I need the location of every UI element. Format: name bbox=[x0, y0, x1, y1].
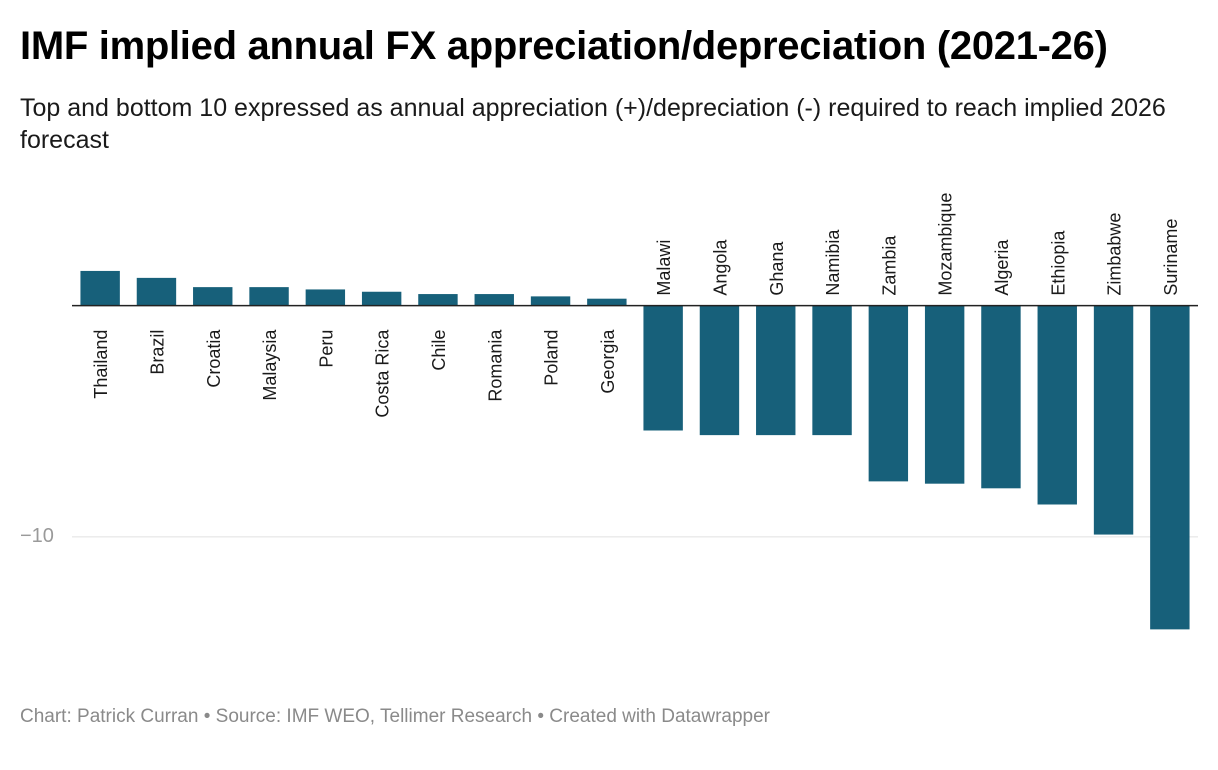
category-label: Malawi bbox=[654, 240, 674, 296]
y-tick-label: −10 bbox=[20, 525, 54, 547]
category-label: Croatia bbox=[204, 329, 224, 388]
footer-credit: Chart: Patrick Curran bbox=[20, 706, 199, 727]
category-label: Malaysia bbox=[260, 329, 280, 401]
category-label: Zambia bbox=[879, 235, 899, 296]
bar bbox=[418, 294, 458, 306]
footer-separator: • bbox=[537, 706, 545, 727]
bar bbox=[756, 305, 796, 436]
category-label: Namibia bbox=[823, 229, 843, 296]
chart-subtitle: Top and bottom 10 expressed as annual ap… bbox=[20, 94, 1166, 154]
bar bbox=[1037, 305, 1077, 505]
category-label: Mozambique bbox=[936, 193, 956, 296]
chart-footer: Chart: Patrick Curran • Source: IMF WEO,… bbox=[20, 705, 770, 729]
category-label: Zimbabwe bbox=[1105, 213, 1125, 296]
footer-separator: • bbox=[203, 706, 211, 727]
y-axis-ticks: −10 bbox=[20, 525, 54, 547]
category-labels: Thailand Brazil Croatia Malaysia Peru Costa R… bbox=[91, 193, 1181, 418]
bar bbox=[305, 289, 346, 306]
bar bbox=[981, 305, 1021, 489]
bar bbox=[249, 287, 289, 306]
bar bbox=[924, 305, 965, 484]
footer-source: Source: IMF WEO, Tellimer Research bbox=[215, 706, 533, 727]
category-label: Algeria bbox=[992, 239, 1012, 296]
category-label: Chile bbox=[429, 330, 449, 371]
bar bbox=[587, 298, 627, 306]
bar bbox=[530, 296, 571, 306]
bar bbox=[812, 305, 852, 436]
category-label: Thailand bbox=[91, 330, 111, 399]
category-label: Costa Rica bbox=[373, 329, 393, 418]
category-label: Georgia bbox=[598, 329, 618, 394]
category-label: Ghana bbox=[767, 241, 787, 296]
bar bbox=[643, 305, 683, 431]
category-label: Poland bbox=[542, 330, 562, 386]
category-label: Ethiopia bbox=[1048, 230, 1068, 296]
category-label: Suriname bbox=[1161, 219, 1181, 296]
bar bbox=[868, 305, 909, 482]
category-label: Angola bbox=[710, 239, 730, 296]
bars bbox=[80, 270, 1190, 630]
bar bbox=[1150, 305, 1190, 630]
bar bbox=[699, 305, 740, 436]
category-label: Brazil bbox=[147, 330, 167, 375]
bar bbox=[1093, 305, 1134, 535]
bar bbox=[361, 291, 402, 306]
bar-chart: Thailand Brazil Croatia Malaysia Peru Costa R… bbox=[20, 193, 1198, 630]
bar bbox=[193, 287, 233, 306]
category-label: Peru bbox=[316, 330, 336, 368]
bar bbox=[136, 277, 177, 306]
bar bbox=[80, 270, 120, 306]
bar bbox=[474, 294, 514, 306]
category-label: Romania bbox=[485, 329, 505, 402]
footer-tool: Created with Datawrapper bbox=[549, 706, 771, 727]
chart-title: IMF implied annual FX appreciation/depre… bbox=[20, 24, 1108, 68]
